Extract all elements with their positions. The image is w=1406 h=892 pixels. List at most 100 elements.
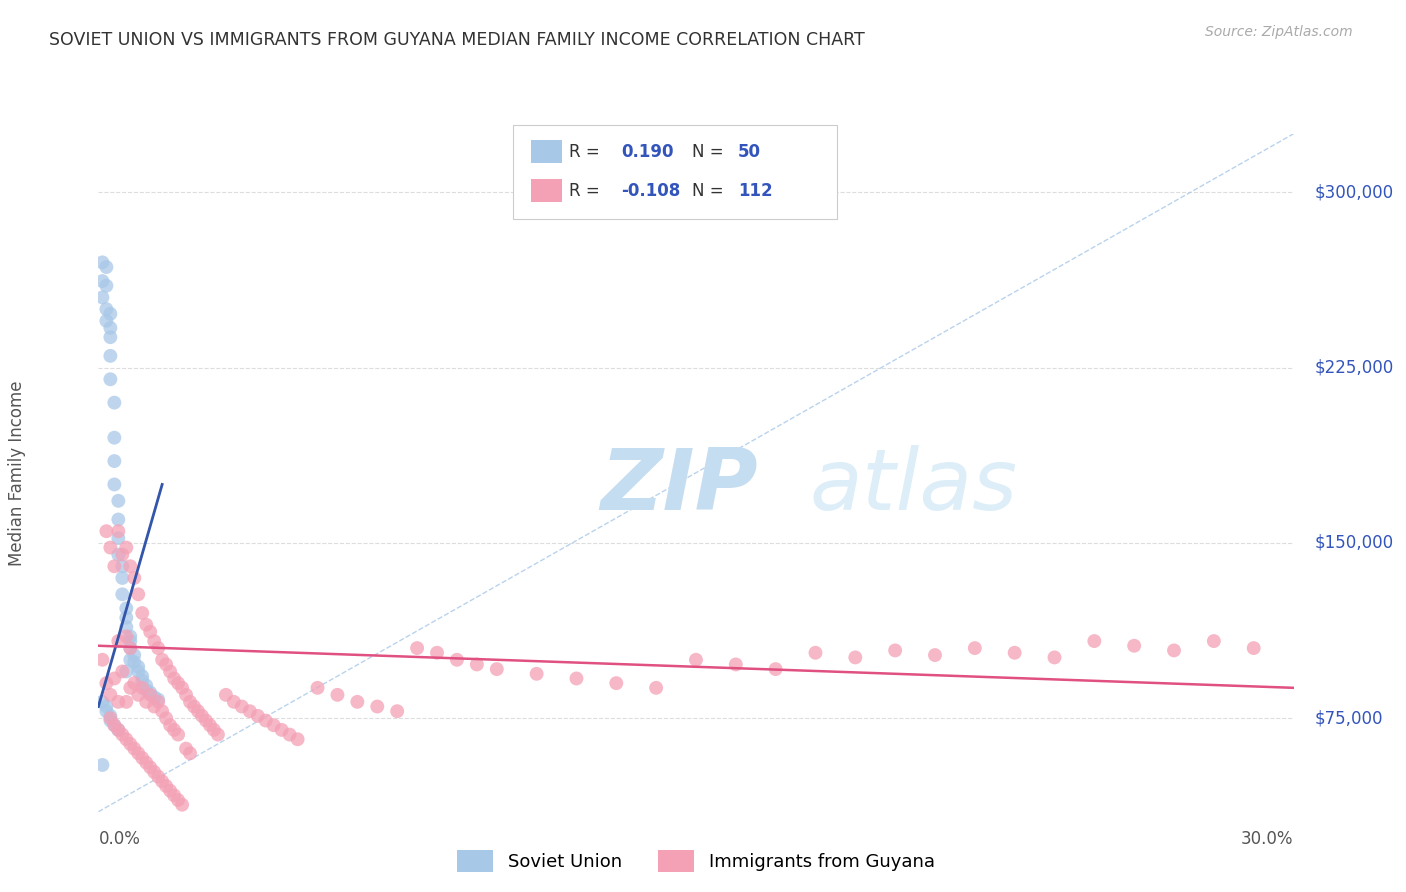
Point bbox=[139, 624, 162, 639]
Legend: Soviet Union, Immigrants from Guyana: Soviet Union, Immigrants from Guyana bbox=[449, 840, 943, 880]
Point bbox=[124, 676, 146, 690]
Point bbox=[131, 606, 153, 620]
Point bbox=[120, 737, 142, 751]
Point bbox=[131, 669, 153, 683]
Point bbox=[565, 672, 588, 686]
Point bbox=[96, 260, 118, 274]
Point bbox=[120, 641, 142, 656]
Point bbox=[167, 793, 190, 807]
Point bbox=[131, 673, 153, 688]
Point bbox=[103, 395, 125, 409]
Point bbox=[172, 681, 194, 695]
Point bbox=[107, 634, 129, 648]
Point bbox=[1123, 639, 1146, 653]
Point bbox=[96, 704, 118, 718]
Point bbox=[1163, 643, 1185, 657]
Point bbox=[155, 711, 177, 725]
Point bbox=[202, 723, 225, 737]
Point bbox=[115, 541, 138, 555]
Point bbox=[124, 648, 146, 662]
Point bbox=[143, 699, 166, 714]
Point bbox=[139, 760, 162, 774]
Text: $225,000: $225,000 bbox=[1315, 359, 1393, 376]
Point bbox=[172, 797, 194, 812]
Text: 0.190: 0.190 bbox=[621, 143, 673, 161]
Text: 30.0%: 30.0% bbox=[1241, 830, 1294, 848]
Point bbox=[143, 690, 166, 705]
Point bbox=[120, 634, 142, 648]
Point bbox=[111, 728, 134, 742]
Point bbox=[167, 676, 190, 690]
Text: $150,000: $150,000 bbox=[1315, 534, 1393, 552]
Point bbox=[115, 601, 138, 615]
Point bbox=[163, 672, 186, 686]
Point bbox=[124, 741, 146, 756]
Point bbox=[107, 695, 129, 709]
Point bbox=[98, 372, 122, 386]
Point bbox=[107, 723, 129, 737]
Point bbox=[1083, 634, 1105, 648]
Point bbox=[605, 676, 627, 690]
Point bbox=[120, 641, 142, 656]
Text: ZIP: ZIP bbox=[600, 445, 758, 528]
Point bbox=[111, 571, 134, 585]
Point bbox=[124, 655, 146, 669]
Point bbox=[143, 764, 166, 779]
Point bbox=[111, 665, 134, 679]
Point bbox=[446, 653, 468, 667]
Point bbox=[131, 681, 153, 695]
Point bbox=[103, 431, 125, 445]
Point bbox=[91, 290, 114, 304]
Text: -0.108: -0.108 bbox=[621, 182, 681, 200]
Point bbox=[91, 758, 114, 772]
Point bbox=[215, 688, 238, 702]
Text: SOVIET UNION VS IMMIGRANTS FROM GUYANA MEDIAN FAMILY INCOME CORRELATION CHART: SOVIET UNION VS IMMIGRANTS FROM GUYANA M… bbox=[49, 31, 865, 49]
Point bbox=[107, 524, 129, 539]
Text: $300,000: $300,000 bbox=[1315, 183, 1393, 202]
Point bbox=[135, 695, 157, 709]
Point bbox=[115, 732, 138, 747]
Point bbox=[159, 718, 181, 732]
Point bbox=[263, 718, 285, 732]
Text: atlas: atlas bbox=[810, 445, 1018, 528]
Point bbox=[804, 646, 827, 660]
Point bbox=[139, 685, 162, 699]
Point bbox=[1202, 634, 1225, 648]
Point bbox=[150, 653, 173, 667]
Point bbox=[150, 774, 173, 789]
Point bbox=[148, 695, 170, 709]
Point bbox=[426, 646, 449, 660]
Point bbox=[179, 695, 201, 709]
Point bbox=[924, 648, 946, 662]
Point bbox=[96, 699, 118, 714]
Point bbox=[385, 704, 409, 718]
Point bbox=[135, 683, 157, 698]
Point bbox=[174, 688, 197, 702]
Point bbox=[107, 548, 129, 562]
Point bbox=[91, 255, 114, 269]
Point bbox=[115, 629, 138, 643]
Text: R =: R = bbox=[569, 143, 600, 161]
Point bbox=[111, 548, 134, 562]
Point bbox=[127, 688, 149, 702]
Point bbox=[685, 653, 707, 667]
Point bbox=[120, 629, 142, 643]
Text: 0.0%: 0.0% bbox=[98, 830, 141, 848]
Point bbox=[884, 643, 907, 657]
Point bbox=[1243, 641, 1265, 656]
Point bbox=[346, 695, 368, 709]
Point bbox=[135, 617, 157, 632]
Point bbox=[159, 783, 181, 797]
Point bbox=[127, 665, 149, 679]
Point bbox=[98, 330, 122, 344]
Text: R =: R = bbox=[569, 182, 600, 200]
Point bbox=[98, 714, 122, 728]
Point bbox=[222, 695, 245, 709]
Point bbox=[148, 770, 170, 784]
Point bbox=[485, 662, 508, 676]
Point bbox=[111, 559, 134, 574]
Point bbox=[103, 718, 125, 732]
Point bbox=[120, 559, 142, 574]
Point bbox=[207, 728, 229, 742]
Point bbox=[1043, 650, 1066, 665]
